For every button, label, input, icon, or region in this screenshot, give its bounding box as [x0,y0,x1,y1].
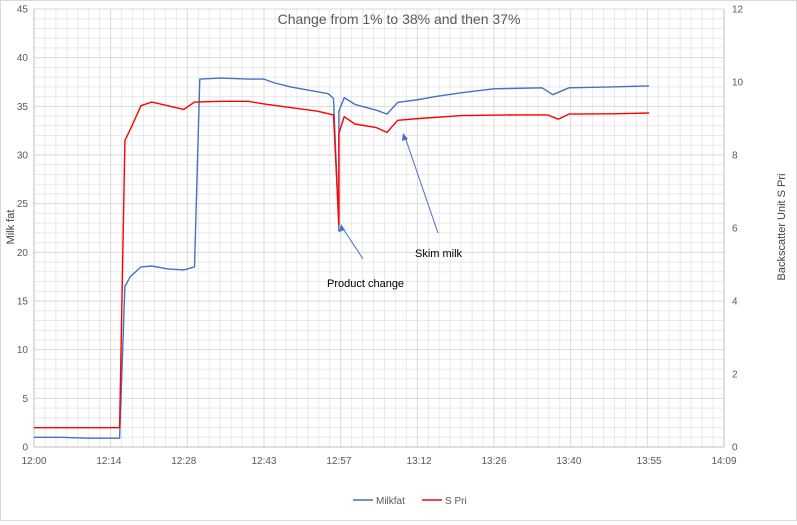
series-line-milkfat [34,77,650,439]
y2-tick-label: 10 [732,78,744,89]
y-tick-label: 20 [17,248,29,259]
product-change-arrow-head [339,224,345,232]
x-tick-label: 13:12 [407,456,432,467]
y-tick-label: 5 [22,394,28,405]
legend: Milkfat S Pri [353,496,467,507]
x-tick-label: 12:00 [21,456,46,467]
legend-label-milkfat: Milkfat [376,496,405,507]
x-tick-label: 12:43 [251,456,276,467]
y2-tick-label: 8 [732,151,738,162]
y2-tick-label: 0 [732,443,738,454]
product-change-arrow-line [341,226,364,260]
y-axis-title: Milk fat [5,210,17,245]
y2-tick-label: 6 [732,224,738,235]
series-lines [34,77,650,439]
y-tick-label: 30 [17,151,29,162]
skim-milk-arrow-head [402,133,408,141]
series-line-s-pri [34,100,650,429]
y2-tick-label: 12 [732,5,744,16]
x-tick-label: 13:26 [481,456,506,467]
x-tick-label: 12:14 [96,456,121,467]
y-tick-label: 35 [17,102,29,113]
y-tick-label: 10 [17,345,29,356]
chart-title: Change from 1% to 38% and then 37% [278,11,521,27]
skim-milk-label: Skim milk [415,248,463,260]
y2-tick-label: 4 [732,297,738,308]
axes: 12:00 12:14 12:28 12:43 12:57 13:12 13:26 13:40… [17,5,744,468]
y2-axis-title: Backscatter Unit S Pri [776,174,788,281]
gridlines [33,8,725,448]
y-tick-label: 25 [17,199,29,210]
y2-tick-label: 2 [732,370,738,381]
skim-milk-arrow-line [404,136,439,234]
x-tick-label: 13:40 [556,456,581,467]
y-tick-label: 0 [22,443,28,454]
y-tick-label: 40 [17,53,29,64]
y-tick-label: 15 [17,297,29,308]
x-tick-label: 13:55 [637,456,662,467]
x-tick-label: 12:28 [171,456,196,467]
product-change-label: Product change [327,278,404,290]
legend-label-spri: S Pri [445,496,467,507]
annotations: Product change Skim milk [327,133,463,290]
x-tick-label: 12:57 [326,456,351,467]
y-tick-label: 45 [17,5,29,16]
x-tick-label: 14:09 [711,456,736,467]
